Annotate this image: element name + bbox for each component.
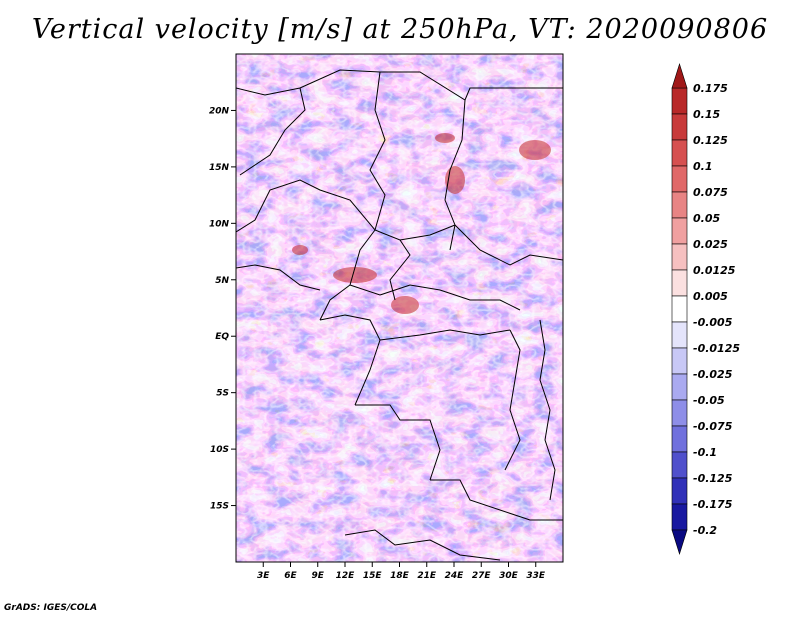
border-lines <box>236 69 563 561</box>
colorbar-label: -0.005 <box>693 316 733 329</box>
lat-tick-label: 5N <box>215 276 229 286</box>
colorbar-segment <box>671 373 688 401</box>
latitude-axis: 20N 15N 10N 5N EQ 5S 10S 15S <box>209 106 236 512</box>
grads-credit: GrADS: IGES/COLA <box>4 603 98 613</box>
colorbar-label: -0.175 <box>693 498 733 511</box>
colorbar-label: 0.075 <box>693 186 728 199</box>
colorbar-segment <box>671 295 688 323</box>
lon-tick-label: 3E <box>257 571 270 581</box>
lat-tick-label: 10N <box>209 219 230 229</box>
longitude-axis: 3E 6E 9E 12E 15E 18E 21E 24E 27E 30E 33E <box>257 562 546 581</box>
colorbar-label: -0.05 <box>693 394 725 407</box>
lat-tick-label: 10S <box>210 445 229 455</box>
colorbar-segment <box>671 451 688 479</box>
map-title: Vertical velocity [m/s] at 250hPa, VT: 2… <box>31 14 769 45</box>
lon-tick-label: 27E <box>472 571 492 581</box>
colorbar-label: -0.025 <box>693 368 733 381</box>
colorbar-label: -0.125 <box>693 472 733 485</box>
colorbar-segment <box>671 321 688 349</box>
colorbar-segment <box>671 191 688 219</box>
colorbar-segment <box>671 347 688 375</box>
colorbar-label: 0.05 <box>693 212 720 225</box>
colorbar-label: -0.075 <box>693 420 733 433</box>
lon-tick-label: 15E <box>363 571 383 581</box>
velocity-field <box>236 54 563 562</box>
colorbar-label: 0.15 <box>693 108 720 121</box>
colorbar-max-arrow <box>671 62 688 89</box>
colorbar-segment <box>671 425 688 453</box>
lat-tick-label: EQ <box>215 332 229 342</box>
colorbar-label: 0.175 <box>693 82 728 95</box>
lon-tick-label: 12E <box>336 571 356 581</box>
lon-tick-label: 9E <box>312 571 325 581</box>
lon-tick-label: 24E <box>445 571 465 581</box>
colorbar-segment <box>671 217 688 245</box>
colorbar-segment <box>671 139 688 167</box>
colorbar-min-arrow <box>671 529 688 556</box>
lat-tick-label: 15N <box>209 163 230 173</box>
colorbar-segment <box>671 113 688 141</box>
lat-tick-label: 5S <box>216 389 229 399</box>
lon-tick-label: 21E <box>417 571 437 581</box>
colorbar-segment <box>671 477 688 505</box>
colorbar-segment <box>671 165 688 193</box>
lat-tick-label: 20N <box>209 106 230 116</box>
colorbar-label: -0.2 <box>693 524 717 537</box>
colorbar-label: 0.125 <box>693 134 728 147</box>
lon-tick-label: 30E <box>499 571 519 581</box>
colorbar-label: 0.005 <box>693 290 728 303</box>
colorbar-label: 0.0125 <box>693 264 736 277</box>
colorbar-label: -0.0125 <box>693 342 740 355</box>
colorbar-label: 0.025 <box>693 238 728 251</box>
colorbar-label: 0.1 <box>693 160 713 173</box>
lat-tick-label: 15S <box>210 502 229 512</box>
strong-ascent-patches <box>292 133 551 314</box>
lon-tick-label: 33E <box>526 571 546 581</box>
lon-tick-label: 18E <box>390 571 410 581</box>
colorbar: 0.175 0.15 0.125 0.1 0.075 0.05 0.025 0.0125 0.0… <box>671 62 740 556</box>
colorbar-label: -0.1 <box>693 446 717 459</box>
colorbar-segment <box>671 269 688 297</box>
lon-tick-label: 6E <box>284 571 297 581</box>
colorbar-segment <box>671 399 688 427</box>
colorbar-segment <box>671 87 688 115</box>
colorbar-segment <box>671 503 688 531</box>
colorbar-segment <box>671 243 688 271</box>
